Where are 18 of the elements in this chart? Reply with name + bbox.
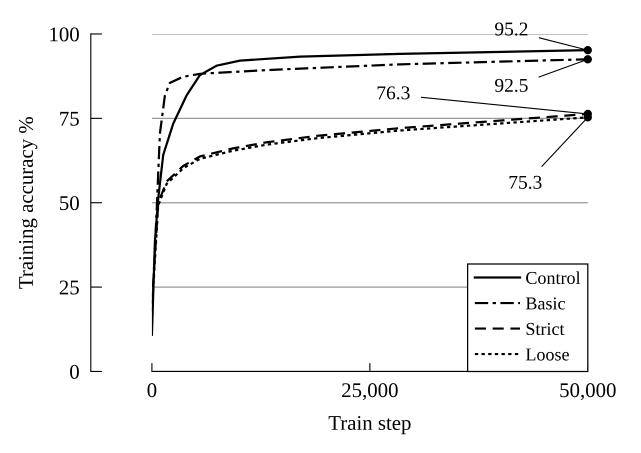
x-tick-label: 25,000	[342, 383, 398, 400]
data-label: 75.3	[510, 176, 542, 189]
data-label: 95.2	[495, 22, 528, 36]
x-tick-label: 50,000	[560, 383, 616, 400]
legend-label: Basic	[526, 297, 565, 310]
y-axis-title: Training accuracy %	[18, 117, 38, 289]
x-axis-title: Train step	[328, 416, 411, 434]
data-label: 76.3	[378, 86, 410, 100]
legend-label: Control	[526, 271, 580, 284]
data-label: 92.5	[495, 78, 528, 92]
x-tick-label: 0	[148, 383, 156, 398]
y-tick-label: 50	[60, 196, 79, 210]
legend-label: Strict	[526, 322, 564, 336]
y-tick-label: 0	[70, 364, 79, 379]
y-tick-label: 100	[50, 27, 79, 42]
legend-label: Loose	[526, 348, 569, 361]
y-tick-label: 75	[60, 112, 79, 126]
y-tick-label: 25	[60, 280, 79, 295]
